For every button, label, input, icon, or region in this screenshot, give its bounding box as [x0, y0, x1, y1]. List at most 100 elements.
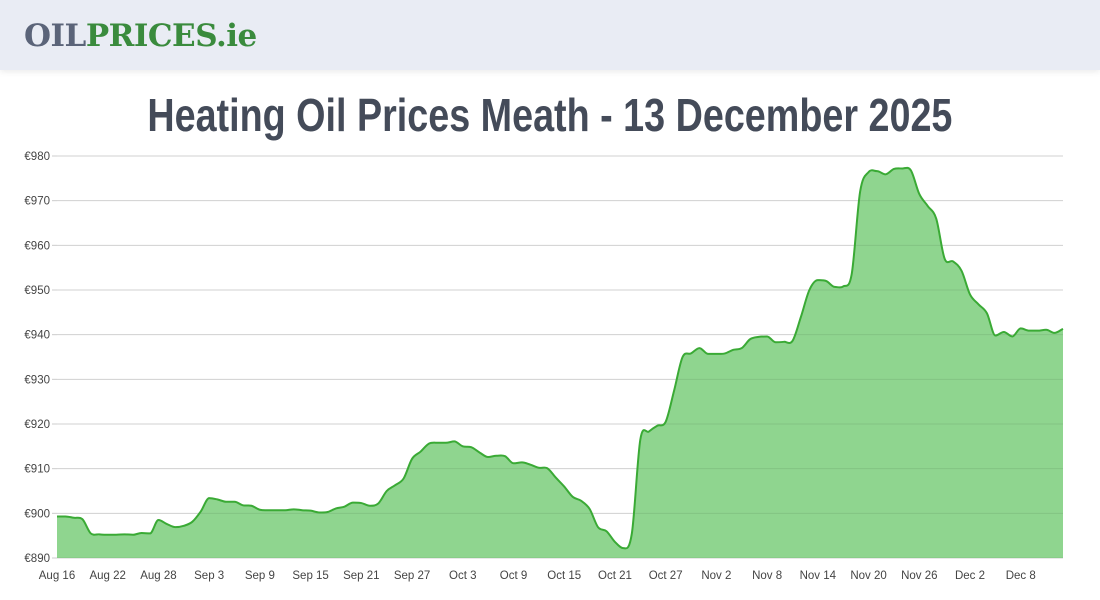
data-point: [511, 460, 517, 466]
data-point: [925, 203, 931, 209]
y-tick-label: €940: [24, 330, 50, 342]
data-point: [401, 475, 407, 481]
data-point: [155, 517, 161, 523]
data-point: [688, 350, 694, 356]
data-point: [122, 531, 128, 537]
data-point: [62, 513, 68, 519]
data-point: [536, 465, 542, 471]
data-point: [916, 191, 922, 197]
x-tick-label: Aug 22: [89, 570, 125, 582]
data-point: [696, 345, 702, 351]
data-point: [113, 532, 119, 538]
data-point: [713, 351, 719, 357]
y-tick-label: €960: [24, 240, 50, 252]
y-tick-label: €890: [24, 553, 50, 565]
x-tick-label: Oct 27: [649, 570, 683, 582]
y-tick-label: €970: [24, 196, 50, 208]
data-point: [1060, 326, 1066, 332]
data-point: [570, 494, 576, 500]
data-point: [595, 524, 601, 530]
data-point: [426, 441, 432, 447]
site-header: OILPRICES.ie: [0, 0, 1100, 70]
data-point: [198, 509, 204, 515]
price-line: [57, 166, 1064, 550]
data-point: [578, 498, 584, 504]
data-point: [147, 530, 153, 536]
data-point: [130, 532, 136, 538]
data-point: [392, 482, 398, 488]
x-tick-label: Sep 3: [194, 570, 224, 582]
data-point: [519, 459, 525, 465]
grid-lines-overlay: [57, 155, 1063, 559]
x-axis-ticks: Aug 16 Aug 22 Aug 28 Sep 3 Sep 9 Sep 15 Sep 21…: [39, 570, 1036, 582]
logo-text-prices: PRICES.ie: [85, 18, 257, 54]
data-point: [333, 505, 339, 511]
data-point: [620, 545, 626, 551]
data-point: [291, 506, 297, 512]
data-point: [789, 338, 795, 344]
price-area-fill: [57, 167, 1063, 559]
data-point: [189, 519, 195, 525]
data-point: [815, 277, 821, 283]
data-point: [975, 301, 981, 307]
data-point: [840, 283, 846, 289]
data-point: [494, 453, 500, 459]
y-tick-label: €900: [24, 508, 50, 520]
data-point: [485, 454, 491, 460]
data-point: [308, 508, 314, 514]
data-point: [1035, 328, 1041, 334]
data-point: [603, 528, 609, 534]
data-point: [375, 501, 381, 507]
data-point: [933, 216, 939, 222]
data-point: [857, 189, 863, 195]
data-point: [434, 440, 440, 446]
data-point: [443, 440, 449, 446]
x-tick-label: Sep 21: [343, 570, 379, 582]
data-point: [722, 350, 728, 356]
x-tick-label: Dec 8: [1006, 570, 1036, 582]
data-point: [899, 166, 905, 172]
site-logo[interactable]: OILPRICES.ie: [24, 16, 257, 56]
data-point: [823, 278, 829, 284]
data-point: [992, 333, 998, 339]
data-point: [502, 453, 508, 459]
data-point: [409, 456, 415, 462]
data-point: [79, 516, 85, 522]
data-point: [806, 287, 812, 293]
x-tick-label: Sep 27: [394, 570, 430, 582]
data-point: [553, 475, 559, 481]
data-point: [739, 345, 745, 351]
data-point: [587, 506, 593, 512]
data-point: [223, 499, 229, 505]
data-point: [418, 449, 424, 455]
x-tick-label: Aug 16: [39, 570, 75, 582]
data-point: [527, 462, 533, 468]
data-point: [1009, 333, 1015, 339]
data-point: [477, 450, 483, 456]
data-point: [637, 437, 643, 443]
data-point: [257, 507, 263, 513]
data-point: [680, 354, 686, 360]
y-tick-label: €930: [24, 374, 50, 386]
y-tick-label: €950: [24, 285, 50, 297]
data-point: [874, 168, 880, 174]
data-point: [54, 513, 60, 519]
data-point: [316, 509, 322, 515]
data-point: [612, 539, 618, 545]
page-title-text: Heating Oil Prices Meath - 13 December 2…: [147, 89, 953, 141]
data-point: [942, 256, 948, 262]
data-point: [468, 444, 474, 450]
x-tick-label: Oct 15: [547, 570, 581, 582]
data-point: [908, 167, 914, 173]
x-tick-label: Dec 2: [955, 570, 985, 582]
data-point: [358, 500, 364, 506]
data-point: [265, 507, 271, 513]
data-point: [164, 521, 170, 527]
data-point: [299, 507, 305, 513]
data-point: [781, 339, 787, 345]
data-point: [959, 268, 965, 274]
data-point: [248, 503, 254, 509]
data-point: [274, 507, 280, 513]
data-point: [798, 314, 804, 320]
